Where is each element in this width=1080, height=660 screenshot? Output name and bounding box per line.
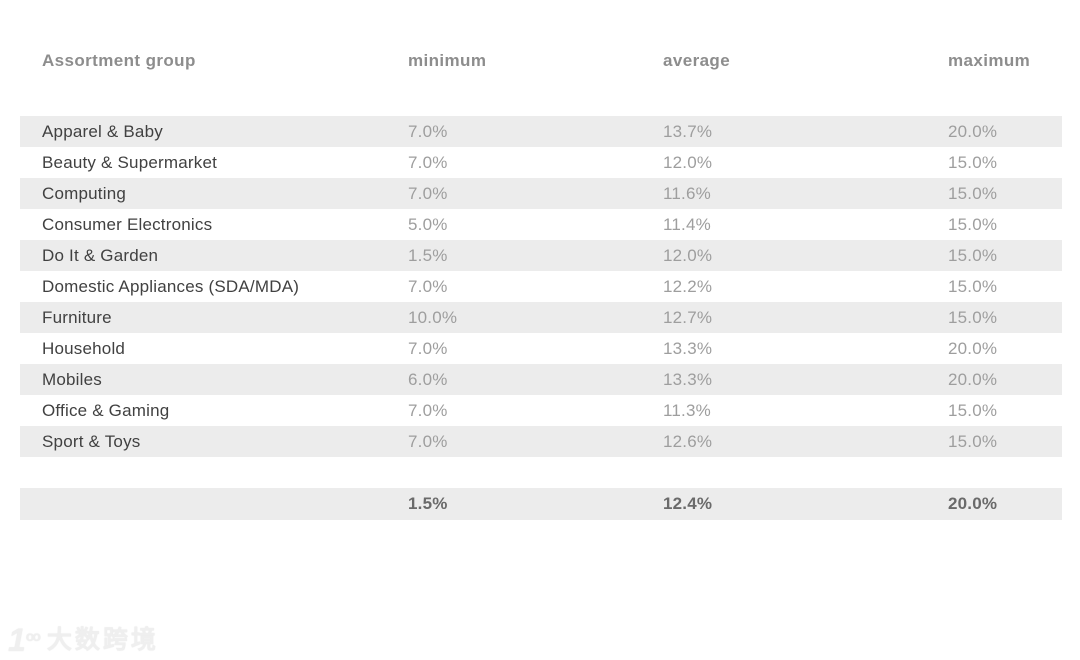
table-row: Household 7.0% 13.3% 20.0% <box>20 333 1062 364</box>
row-value-maximum: 15.0% <box>948 276 998 296</box>
table-row: Do It & Garden 1.5% 12.0% 15.0% <box>20 240 1062 271</box>
row-value-minimum: 7.0% <box>408 276 448 296</box>
table-row: Beauty & Supermarket 7.0% 12.0% 15.0% <box>20 147 1062 178</box>
row-value-minimum: 7.0% <box>408 431 448 451</box>
table-header-row: Assortment group minimum average maximum <box>20 48 1062 74</box>
row-value-average: 11.4% <box>663 214 711 234</box>
row-value-maximum: 20.0% <box>948 338 998 358</box>
k100-logo-icon: 1oo <box>8 622 41 658</box>
summary-minimum: 1.5% <box>408 494 448 513</box>
row-value-average: 12.7% <box>663 307 713 327</box>
row-value-minimum: 7.0% <box>408 121 448 141</box>
row-label: Do It & Garden <box>42 245 159 265</box>
column-header-minimum: minimum <box>408 51 487 70</box>
row-value-minimum: 1.5% <box>408 245 448 265</box>
table-row: Computing 7.0% 11.6% 15.0% <box>20 178 1062 209</box>
row-value-maximum: 15.0% <box>948 183 998 203</box>
summary-row: 1.5% 12.4% 20.0% <box>20 488 1062 520</box>
row-value-maximum: 15.0% <box>948 400 998 420</box>
row-value-maximum: 20.0% <box>948 369 998 389</box>
row-label: Domestic Appliances (SDA/MDA) <box>42 276 300 296</box>
row-value-maximum: 15.0% <box>948 152 998 172</box>
row-value-average: 12.0% <box>663 152 713 172</box>
watermark: 1oo 大数跨境 <box>8 622 159 658</box>
row-value-average: 11.3% <box>663 400 711 420</box>
row-value-average: 11.6% <box>663 183 711 203</box>
row-label: Household <box>42 338 126 358</box>
row-label: Consumer Electronics <box>42 214 213 234</box>
row-value-maximum: 15.0% <box>948 245 998 265</box>
row-value-minimum: 7.0% <box>408 338 448 358</box>
table-row: Apparel & Baby 7.0% 13.7% 20.0% <box>20 116 1062 147</box>
watermark-text: 大数跨境 <box>46 626 159 654</box>
row-value-average: 12.2% <box>663 276 713 296</box>
row-value-maximum: 15.0% <box>948 431 998 451</box>
row-value-average: 13.3% <box>663 338 713 358</box>
summary-maximum: 20.0% <box>948 494 998 513</box>
table-row: Office & Gaming 7.0% 11.3% 15.0% <box>20 395 1062 426</box>
row-value-minimum: 7.0% <box>408 152 448 172</box>
row-label: Apparel & Baby <box>42 121 163 141</box>
row-label: Sport & Toys <box>42 431 141 451</box>
commission-table: Assortment group minimum average maximum… <box>20 48 1062 520</box>
row-value-minimum: 6.0% <box>408 369 448 389</box>
column-header-average: average <box>663 51 731 70</box>
row-label: Mobiles <box>42 369 102 389</box>
table-gap <box>20 457 1062 488</box>
table-row: Mobiles 6.0% 13.3% 20.0% <box>20 364 1062 395</box>
row-value-minimum: 5.0% <box>408 214 448 234</box>
row-label: Furniture <box>42 307 112 327</box>
table-row: Sport & Toys 7.0% 12.6% 15.0% <box>20 426 1062 457</box>
row-value-maximum: 20.0% <box>948 121 998 141</box>
row-value-average: 13.7% <box>663 121 713 141</box>
row-value-minimum: 7.0% <box>408 400 448 420</box>
row-value-minimum: 10.0% <box>408 307 458 327</box>
row-value-average: 12.0% <box>663 245 713 265</box>
row-value-average: 12.6% <box>663 431 713 451</box>
column-header-maximum: maximum <box>948 51 1031 70</box>
column-header-assortment-group: Assortment group <box>42 51 196 70</box>
row-label: Computing <box>42 183 127 203</box>
row-label: Office & Gaming <box>42 400 170 420</box>
table-row: Furniture 10.0% 12.7% 15.0% <box>20 302 1062 333</box>
row-value-maximum: 15.0% <box>948 307 998 327</box>
row-value-maximum: 15.0% <box>948 214 998 234</box>
table-row: Consumer Electronics 5.0% 11.4% 15.0% <box>20 209 1062 240</box>
row-value-minimum: 7.0% <box>408 183 448 203</box>
row-value-average: 13.3% <box>663 369 713 389</box>
table-body: Apparel & Baby 7.0% 13.7% 20.0% Beauty & Sup… <box>20 116 1062 457</box>
row-label: Beauty & Supermarket <box>42 152 218 172</box>
summary-average: 12.4% <box>663 494 713 513</box>
table-row: Domestic Appliances (SDA/MDA) 7.0% 12.2% 15… <box>20 271 1062 302</box>
